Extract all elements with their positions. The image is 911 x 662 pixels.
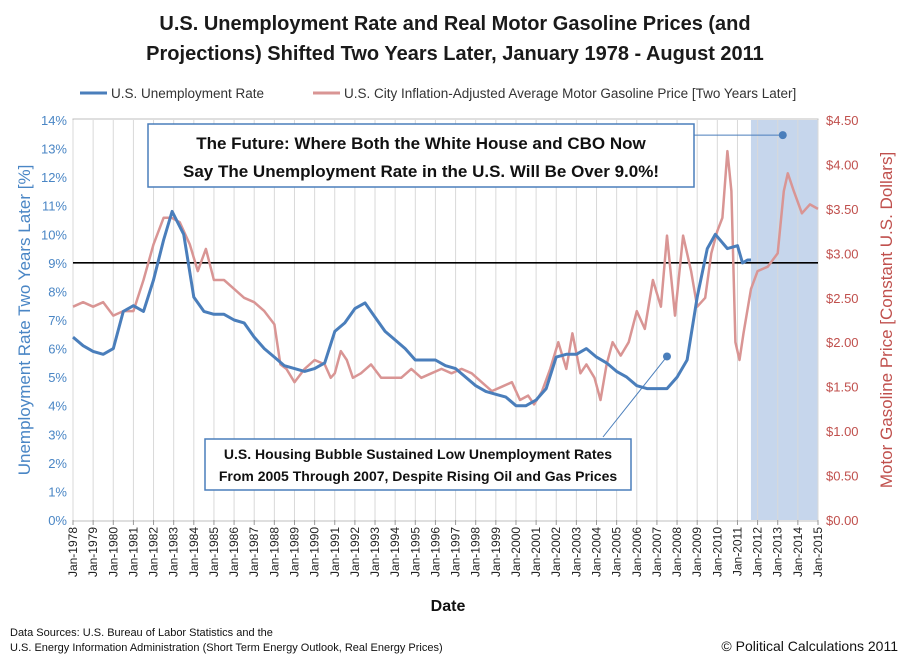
- y-left-tick-label: 6%: [48, 342, 67, 357]
- y-left-tick-label: 1%: [48, 484, 67, 499]
- y-left-tick-label: 8%: [48, 284, 67, 299]
- data-sources-line1: Data Sources: U.S. Bureau of Labor Stati…: [10, 627, 273, 639]
- legend-label-unemployment: U.S. Unemployment Rate: [111, 86, 264, 101]
- series-line-unemployment: [72, 209, 751, 408]
- data-sources-line2: U.S. Energy Information Administration (…: [10, 642, 443, 654]
- x-tick-label: Jan-2011: [730, 527, 744, 576]
- y-left-tick-label: 9%: [48, 256, 67, 271]
- x-tick-label: Jan-1997: [449, 527, 463, 577]
- x-tick-label: Jan-1984: [187, 527, 201, 577]
- x-tick-label: Jan-1978: [66, 527, 80, 577]
- x-tick-label: Jan-2003: [569, 527, 583, 577]
- x-tick-label: Jan-1991: [328, 527, 342, 577]
- annotation-future-line1: The Future: Where Both the White House a…: [196, 134, 646, 153]
- annotation-housing-line1: U.S. Housing Bubble Sustained Low Unempl…: [224, 446, 612, 462]
- annotation-housing-marker: [662, 352, 671, 361]
- y-right-tick-label: $3.50: [826, 202, 859, 217]
- x-tick-label: Jan-1990: [308, 527, 322, 577]
- x-tick-label: Jan-2005: [610, 527, 624, 577]
- x-tick-label: Jan-1993: [368, 527, 382, 577]
- x-tick-label: Jan-1987: [247, 527, 261, 577]
- copyright: © Political Calculations 2011: [721, 638, 898, 654]
- x-tick-label: Jan-1980: [106, 527, 120, 577]
- annotation-future-line2: Say The Unemployment Rate in the U.S. Wi…: [183, 162, 659, 181]
- annotation-housing: U.S. Housing Bubble Sustained Low Unempl…: [204, 352, 671, 491]
- x-tick-label: Jan-1992: [348, 527, 362, 577]
- x-tick-label: Jan-2010: [710, 527, 724, 577]
- y-left-axis-ticks: 0% 1% 2% 3% 4% 5% 6% 7% 8% 9% 10% 11% 12% 13% 14%: [41, 113, 67, 528]
- x-axis-title: Date: [431, 598, 466, 615]
- legend: U.S. Unemployment Rate U.S. City Inflati…: [80, 86, 796, 101]
- y-right-tick-label: $1.00: [826, 424, 859, 439]
- y-right-tick-label: $0.50: [826, 469, 859, 484]
- projection-shading: [750, 120, 818, 520]
- x-tick-label: Jan-1982: [147, 527, 161, 577]
- x-tick-label: Jan-1983: [167, 527, 181, 577]
- x-tick-label: Jan-2008: [670, 527, 684, 577]
- x-tick-label: Jan-2014: [791, 527, 805, 577]
- y-left-tick-label: 2%: [48, 456, 67, 471]
- annotation-housing-line2: From 2005 Through 2007, Despite Rising O…: [219, 468, 618, 484]
- legend-label-gasoline: U.S. City Inflation-Adjusted Average Mot…: [344, 86, 796, 101]
- x-tick-label: Jan-1999: [489, 527, 503, 577]
- y-right-tick-label: $2.00: [826, 335, 859, 350]
- y-left-tick-label: 3%: [48, 427, 67, 442]
- y-right-tick-label: $2.50: [826, 291, 859, 306]
- y-right-tick-label: $1.50: [826, 380, 859, 395]
- chart-title-line1: U.S. Unemployment Rate and Real Motor Ga…: [159, 13, 750, 35]
- y-left-tick-label: 14%: [41, 113, 67, 128]
- x-tick-label: Jan-1995: [408, 527, 422, 577]
- x-tick-label: Jan-2015: [811, 527, 825, 577]
- x-tick-label: Jan-2013: [771, 527, 785, 577]
- annotation-future-box: [147, 123, 695, 188]
- series-line-gasoline-price: [72, 149, 819, 406]
- y-right-tick-label: $0.00: [826, 513, 859, 528]
- x-tick-label: Jan-2000: [509, 527, 523, 577]
- annotation-housing-connector: [602, 356, 668, 438]
- x-tick-label: Jan-1986: [227, 527, 241, 577]
- annotation-housing-box: [204, 438, 632, 491]
- y-left-axis-title: Unemployment Rate Two Years Later [%]: [15, 165, 34, 476]
- x-tick-label: Jan-1996: [428, 527, 442, 577]
- x-tick-label: Jan-1989: [287, 527, 301, 577]
- x-tick-label: Jan-2006: [630, 527, 644, 577]
- x-tick-label: Jan-1979: [86, 527, 100, 577]
- x-tick-label: Jan-2012: [751, 527, 765, 577]
- x-tick-label: Jan-1998: [469, 527, 483, 577]
- y-right-tick-label: $4.50: [826, 113, 859, 128]
- x-tick-label: Jan-1981: [126, 527, 140, 577]
- x-tick-label: Jan-2002: [549, 527, 563, 577]
- x-tick-label: Jan-1994: [388, 527, 402, 577]
- y-left-tick-label: 0%: [48, 513, 67, 528]
- y-right-tick-label: $4.00: [826, 157, 859, 172]
- y-right-tick-label: $3.00: [826, 246, 859, 261]
- x-tick-label: Jan-1988: [267, 527, 281, 577]
- y-left-tick-label: 10%: [41, 227, 67, 242]
- y-left-tick-label: 12%: [41, 170, 67, 185]
- annotation-future: The Future: Where Both the White House a…: [147, 123, 787, 188]
- x-tick-label: Jan-2001: [529, 527, 543, 577]
- chart-title-line2: Projections) Shifted Two Years Later, Ja…: [146, 43, 764, 65]
- y-right-axis-title: Motor Gasoline Price [Constant U.S. Doll…: [877, 152, 896, 488]
- y-left-tick-label: 4%: [48, 399, 67, 414]
- y-left-tick-label: 7%: [48, 313, 67, 328]
- y-left-tick-label: 13%: [41, 142, 67, 157]
- y-right-axis-ticks: $0.00 $0.50 $1.00 $1.50 $2.00 $2.50 $3.00 $3.50…: [826, 113, 859, 528]
- y-left-tick-label: 11%: [42, 199, 67, 214]
- annotation-future-marker: [778, 131, 787, 140]
- x-tick-label: Jan-2004: [590, 527, 604, 577]
- x-tick-label: Jan-2009: [690, 527, 704, 577]
- x-axis-ticks: Jan-1978 Jan-1979 Jan-1980 Jan-1981 Jan-1982…: [66, 520, 825, 577]
- x-tick-label: Jan-1985: [207, 527, 221, 577]
- x-tick-label: Jan-2007: [650, 527, 664, 577]
- y-left-tick-label: 5%: [48, 370, 67, 385]
